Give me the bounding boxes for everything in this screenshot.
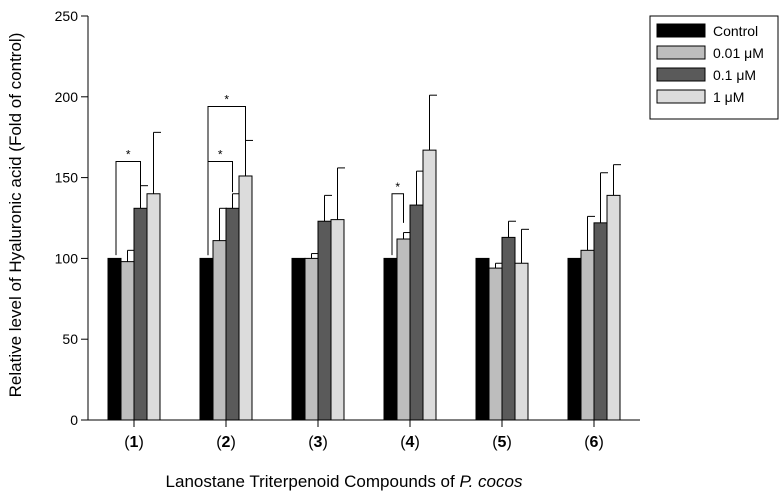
significance-marker: * (126, 147, 131, 161)
y-tick-label: 50 (62, 331, 78, 347)
y-tick-label: 100 (55, 250, 79, 266)
legend-swatch (656, 67, 706, 82)
x-axis-title: Lanostane Triterpenoid Compounds of P. c… (166, 472, 523, 491)
bar-4-1-m (422, 149, 437, 421)
bar-2-0-01-m (212, 240, 227, 421)
bar-1-0-01-m (120, 261, 135, 421)
bar-6-control (567, 257, 582, 421)
x-tick-label: (3) (308, 434, 328, 451)
plot-area: * * * * (107, 92, 621, 421)
significance-bracket (207, 105, 246, 256)
x-axis-title-species: P. cocos (459, 472, 523, 491)
bar-3-0-01-m (304, 257, 319, 421)
y-tick-label: 0 (70, 412, 78, 428)
bar-3-1-m (330, 219, 345, 421)
legend-label: 1 μM (713, 89, 744, 105)
significance-marker: * (395, 180, 400, 194)
bar-6-1-m (606, 194, 621, 421)
bar-2-1-m (238, 175, 253, 421)
legend-swatch (656, 89, 706, 104)
y-axis-title: Relative level of Hyaluronic acid (Fold … (6, 33, 25, 398)
bar-6-0-01-m (580, 249, 595, 421)
bar-5-0-1-m (501, 236, 516, 421)
bar-5-0-01-m (488, 267, 503, 421)
legend-swatch (656, 23, 706, 38)
bar-5-control (475, 257, 490, 421)
y-tick-label: 200 (55, 89, 79, 105)
bar-4-0-1-m (409, 204, 424, 421)
x-tick-label: (2) (216, 434, 236, 451)
x-tick-label: (4) (400, 434, 420, 451)
significance-marker: * (218, 147, 223, 161)
legend: Control 0.01 μM 0.1 μM 1 μM (649, 15, 779, 120)
bar-4-control (383, 257, 398, 421)
y-tick-label: 250 (55, 8, 79, 24)
x-axis-title-text: Lanostane Triterpenoid Compounds of (166, 472, 460, 491)
bar-1-1-m (146, 193, 161, 421)
axes: 0 50 100 150 200 250 (1) (2) (3) (4) (5) (6) (55, 8, 640, 451)
legend-label: 0.01 μM (713, 45, 764, 61)
significance-bracket (115, 160, 141, 256)
x-tick-label: (5) (492, 434, 512, 451)
legend-label: 0.1 μM (713, 67, 756, 83)
bar-3-control (291, 257, 306, 421)
bar-1-0-1-m (133, 207, 148, 421)
bar-5-1-m (514, 262, 529, 421)
bar-2-0-1-m (225, 207, 240, 421)
legend-label: Control (713, 23, 758, 39)
x-tick-label: (1) (124, 434, 144, 451)
bar-1-control (107, 257, 122, 421)
bar-2-control (199, 257, 214, 421)
bar-6-0-1-m (593, 222, 608, 421)
y-tick-label: 150 (55, 170, 79, 186)
significance-bracket (391, 193, 404, 256)
x-tick-label: (6) (584, 434, 604, 451)
bar-3-0-1-m (317, 220, 332, 421)
significance-marker: * (224, 92, 229, 106)
legend-swatch (656, 45, 706, 60)
bar-4-0-01-m (396, 238, 411, 421)
